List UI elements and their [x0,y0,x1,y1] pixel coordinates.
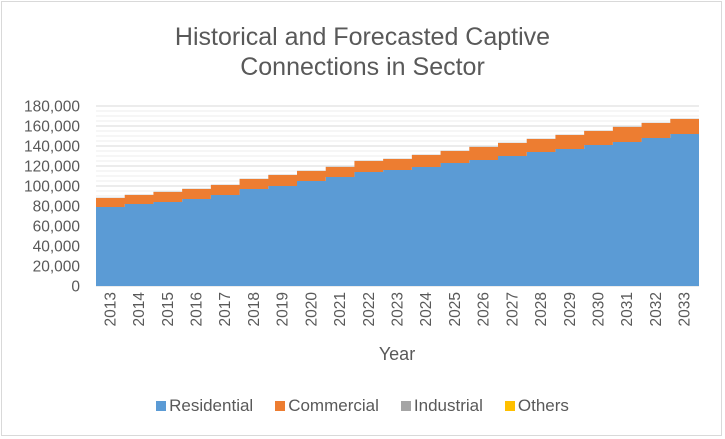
x-tick-label: 2022 [361,292,378,326]
area-residential [96,134,699,286]
x-tick-label: 2027 [504,292,521,326]
y-tick-label: 100,000 [24,179,80,196]
x-tick-label: 2023 [390,292,407,326]
x-tick-label: 2015 [160,292,177,326]
x-axis-ticks: 2013 2014 2015 2016 2017 2018 2019 2020 2021 2022… [102,292,693,327]
x-tick-label: 2026 [476,292,493,326]
y-axis-ticks: 0 20,000 40,000 60,000 80,000 100,000 120,000 1… [24,99,80,296]
chart-title-line-2: Connections in Sector [240,53,485,81]
legend-swatch [156,401,167,411]
x-tick-label: 2025 [447,292,464,326]
x-tick-label: 2032 [648,292,665,326]
series-areas [96,118,699,286]
legend-label: Industrial [413,396,483,415]
area-commercial [96,119,699,207]
y-tick-label: 140,000 [24,139,80,156]
legend-swatch [400,401,411,411]
y-tick-label: 80,000 [33,199,81,216]
y-tick-label: 20,000 [33,259,81,276]
legend-swatch [504,401,515,411]
legend-swatch [275,401,286,411]
legend-item-residential: Residential [156,396,253,416]
legend-label: Others [517,396,569,415]
legend-item-others: Others [504,396,569,416]
legend: Residential Commercial Industrial Others [0,396,725,416]
y-tick-label: 180,000 [24,99,80,116]
x-tick-label: 2020 [303,292,320,327]
y-tick-label: 60,000 [33,219,81,236]
x-tick-label: 2017 [217,292,234,326]
x-tick-label: 2013 [102,292,119,326]
legend-item-industrial: Industrial [400,396,483,416]
x-tick-label: 2028 [533,292,550,326]
x-tick-label: 2019 [275,292,292,326]
x-tick-label: 2029 [562,292,579,326]
legend-label: Commercial [288,396,379,415]
y-tick-label: 160,000 [24,119,80,136]
x-tick-label: 2033 [677,292,694,326]
chart-title: Historical and Forecasted Captive Connec… [0,22,725,82]
x-tick-label: 2030 [591,292,608,327]
y-tick-label: 0 [71,279,80,296]
legend-label: Residential [169,396,254,415]
x-tick-label: 2014 [131,292,148,327]
y-tick-label: 40,000 [33,239,81,256]
x-tick-label: 2016 [189,292,206,326]
x-tick-label: 2024 [418,292,435,327]
y-tick-label: 120,000 [24,159,80,176]
x-tick-label: 2018 [246,292,263,326]
legend-item-commercial: Commercial [275,396,379,416]
chart-title-line-1: Historical and Forecasted Captive [174,23,551,51]
x-tick-label: 2031 [619,292,636,326]
x-tick-label: 2021 [332,292,349,326]
x-axis-title: Year [379,344,415,364]
